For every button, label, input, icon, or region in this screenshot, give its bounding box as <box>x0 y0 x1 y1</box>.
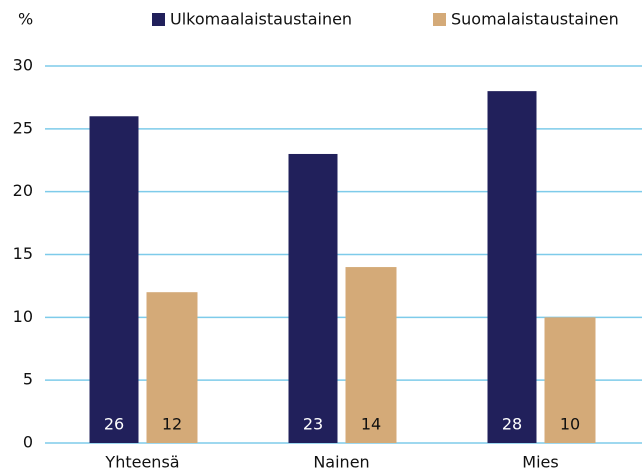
y-tick-label: 30 <box>13 56 33 75</box>
legend-label: Suomalaistaustainen <box>451 10 619 29</box>
bar <box>146 292 198 443</box>
y-tick-label: 5 <box>23 370 33 389</box>
data-label: 28 <box>502 415 522 434</box>
bar <box>544 317 596 443</box>
legend-swatch <box>152 13 165 26</box>
bar <box>487 91 537 443</box>
x-tick-label: Nainen <box>313 453 369 472</box>
data-label: 10 <box>560 415 580 434</box>
y-axis-label: % <box>18 10 33 29</box>
data-label: 14 <box>361 415 381 434</box>
y-tick-label: 0 <box>23 433 33 452</box>
legend-label: Ulkomaalaistaustainen <box>170 10 352 29</box>
data-label: 12 <box>162 415 182 434</box>
y-tick-label: 15 <box>13 244 33 263</box>
data-label: 23 <box>303 415 323 434</box>
legend-swatch <box>433 13 446 26</box>
x-tick-label: Mies <box>522 453 558 472</box>
y-tick-label: 25 <box>13 118 33 137</box>
bar <box>345 267 397 443</box>
bar <box>288 153 338 443</box>
data-label: 26 <box>104 415 124 434</box>
y-tick-label: 20 <box>13 181 33 200</box>
bar <box>89 116 139 444</box>
y-tick-label: 10 <box>13 307 33 326</box>
x-tick-label: Yhteensä <box>104 453 179 472</box>
